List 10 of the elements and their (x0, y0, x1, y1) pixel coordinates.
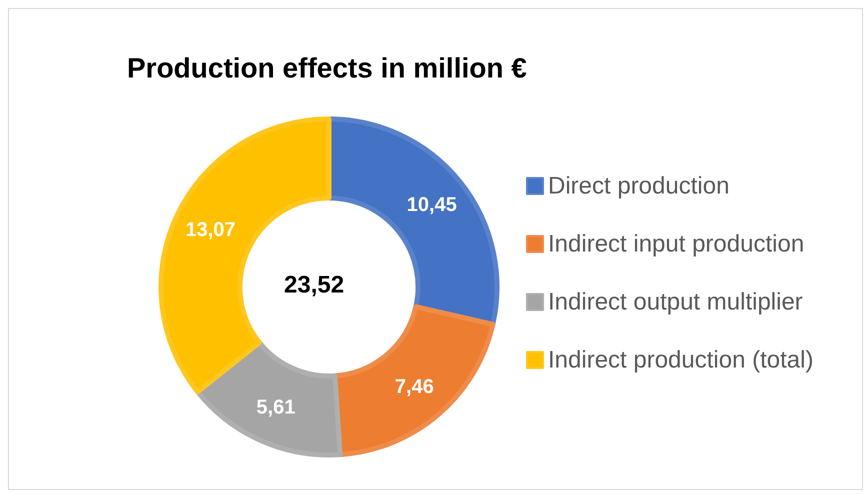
data-label: 7,46 (394, 376, 434, 398)
legend-label: Indirect input production (548, 230, 804, 258)
data-label: 13,07 (185, 218, 236, 241)
data-label: 5,61 (256, 396, 296, 418)
legend-label: Indirect production (total) (548, 346, 814, 374)
chart-title: Production effects in million € (127, 52, 528, 84)
data-label: 10,45 (406, 194, 457, 216)
text: 23,52 (284, 272, 344, 298)
legend-label: Indirect output multiplier (548, 288, 803, 316)
legend-label: Direct production (548, 172, 730, 200)
